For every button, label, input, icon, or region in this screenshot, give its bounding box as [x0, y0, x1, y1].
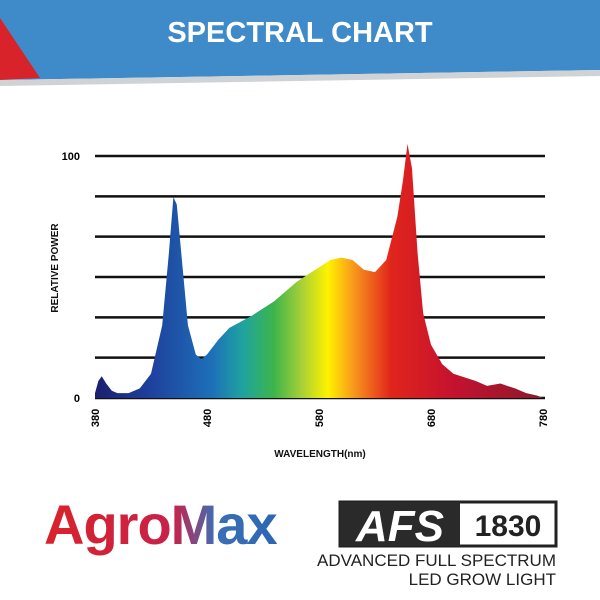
y-tick-label: 0 [74, 393, 80, 405]
tagline: ADVANCED FULL SPECTRUM [317, 551, 556, 570]
model-letters-bg [340, 502, 460, 546]
x-tick-label: 480 [202, 409, 214, 427]
x-tick-label: 680 [426, 409, 438, 427]
brand-name: AgroMax [44, 493, 277, 556]
plot: 0 100 380 480 580 680 780 [62, 143, 550, 427]
y-tick-label: 100 [62, 151, 80, 163]
x-tick-label: 580 [314, 409, 326, 427]
chart-title: SPECTRAL CHART [167, 17, 433, 49]
x-tick-label: 380 [90, 409, 102, 427]
y-axis-label: RELATIVE POWER [50, 223, 61, 313]
spectrum-area [95, 143, 543, 398]
x-tick-label: 780 [538, 409, 550, 427]
model-number: 1830 [475, 510, 542, 543]
tagline: LED GROW LIGHT [409, 570, 556, 589]
banner [0, 0, 600, 80]
x-axis-label: WAVELENGTH(nm) [274, 449, 365, 460]
banner-accent [0, 18, 40, 80]
model-letters: AFS [355, 502, 444, 551]
banner-shadow [0, 70, 600, 86]
